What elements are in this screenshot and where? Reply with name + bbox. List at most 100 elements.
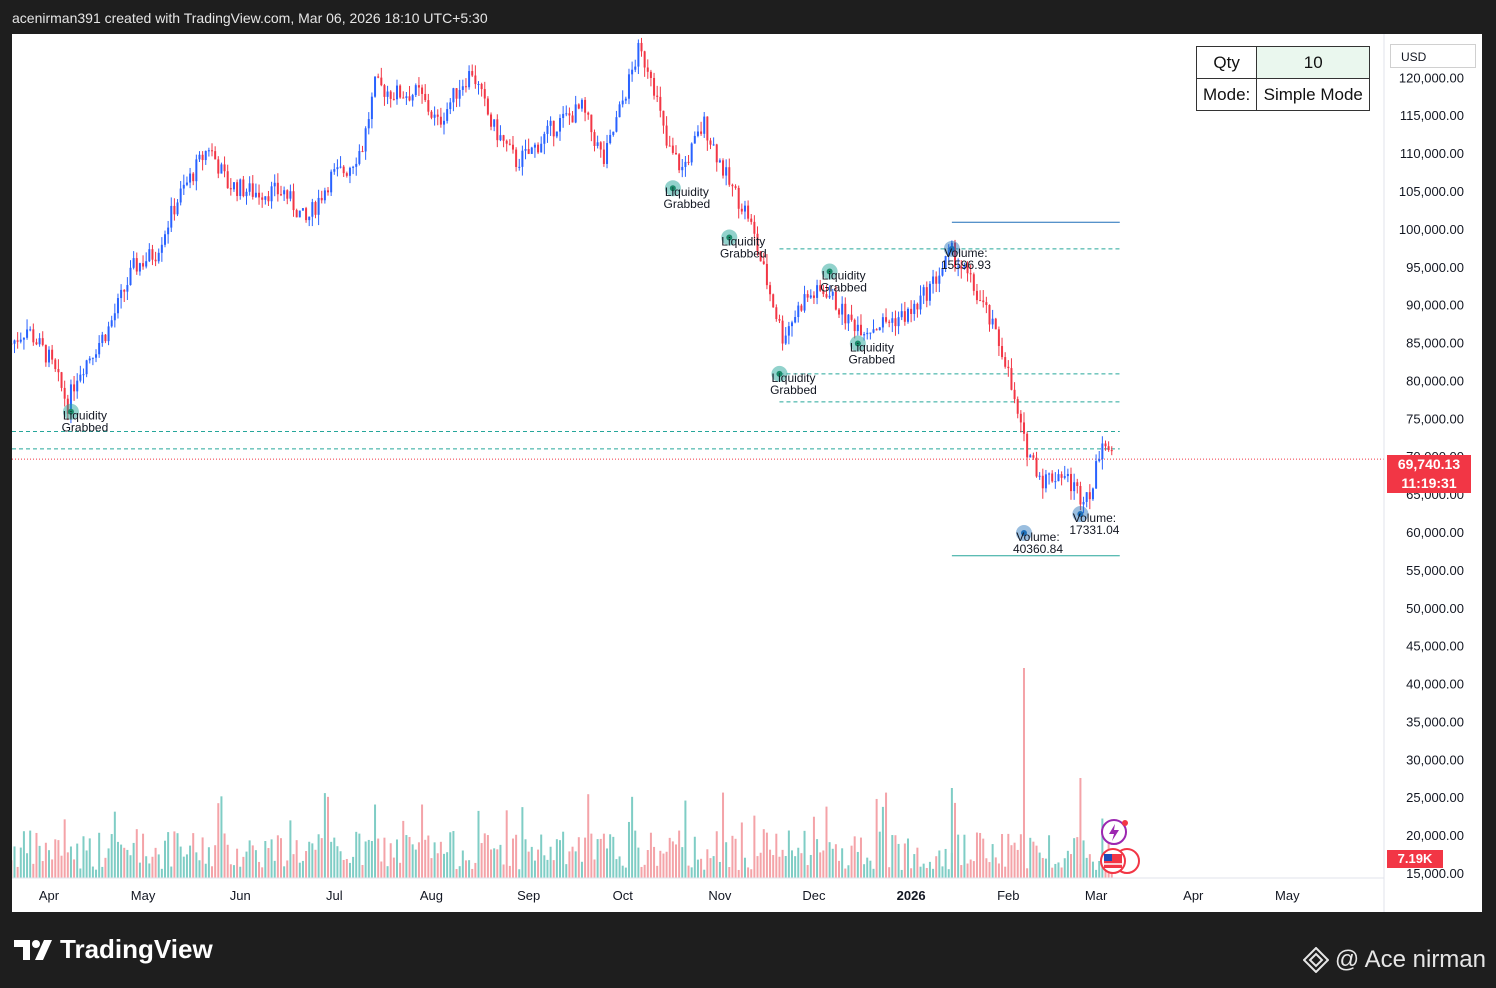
y-tick-label: 100,000.00 [1399,222,1464,237]
candle-body [405,96,408,98]
candle-body [875,329,878,331]
candle-body [389,91,392,99]
flag-events-icon[interactable] [1098,846,1146,876]
candle-body [486,98,489,115]
candle-body [41,338,44,345]
candle-body [301,208,304,211]
candle-body [1016,399,1019,414]
volume-bar [612,836,615,878]
candle-body [414,85,417,96]
volume-bar [812,816,815,878]
candle-body [537,144,540,153]
qty-label: Qty [1195,46,1258,79]
candle-body [330,171,333,193]
volume-bar [151,856,154,878]
volume-bar [681,847,684,878]
volume-bar [928,861,931,878]
volume-bar [1091,861,1094,878]
chart-panel[interactable]: Liquidity Grabbed Liquidity Grabbed Liquidit… [12,34,1482,912]
volume-bar [938,850,941,878]
candle-body [107,326,110,342]
candle-body [700,131,703,134]
candle-body [101,334,104,343]
volume-bar [13,846,16,878]
candle-body [120,289,123,299]
volume-bar [875,798,878,878]
candle-body [142,263,145,267]
volume-bar [248,840,251,878]
volume-bar [765,832,768,878]
candle-body [722,160,725,176]
candle-body [232,182,235,190]
candle-body [584,99,587,113]
candle-body [954,242,957,267]
candle-body [1035,457,1038,477]
y-tick-label: 115,000.00 [1400,108,1464,123]
volume-bar [160,868,163,878]
volume-bar [1016,849,1019,878]
volume-bar [1010,845,1013,878]
candle-body [98,342,101,355]
candle-body [552,120,555,137]
volume-bar [383,837,386,878]
candle-body [606,143,609,164]
candle-body [395,85,398,100]
volume-bar [239,866,242,878]
tradingview-brand-text: TradingView [60,934,213,964]
candle-body [123,289,126,292]
volume-bar [358,833,361,878]
candle-body [176,202,179,215]
volume-bar [762,829,765,878]
volume-bar [35,832,38,878]
qty-value[interactable]: 10 [1256,46,1371,79]
candle-body [258,192,261,198]
volume-bar [254,850,257,878]
price-chart[interactable]: LiquidityGrabbedLiquidityGrabbedLiquidit… [12,34,1482,912]
volume-bar [966,863,969,878]
candle-body [367,119,370,129]
volume-bar [897,843,900,878]
annotation-label: 40360.84 [1013,542,1063,556]
volume-bar [292,854,295,878]
tradingview-logo[interactable]: TradingView [14,934,213,965]
candle-body [60,372,63,388]
candle-body [759,251,762,262]
candle-body [88,358,91,361]
volume-bar [138,862,141,878]
candle-body [502,135,505,141]
candle-body [148,249,151,262]
y-tick-label: 50,000.00 [1406,601,1464,616]
candle-body [361,151,364,153]
volume-bar [866,857,869,878]
annotation-label: Liquidity [721,234,765,248]
currency-label[interactable]: USD [1390,44,1476,68]
volume-bar [301,860,304,878]
volume-bar [361,865,364,878]
volume-bar [408,836,411,878]
lightning-icon[interactable] [1100,818,1132,850]
volume-bar [725,842,728,878]
candle-body [427,100,430,112]
candle-body [612,131,615,135]
volume-bar [267,848,270,878]
volume-bar [1026,868,1029,878]
candle-body [881,317,884,328]
volume-bar [590,833,593,878]
volume-bar [1019,834,1022,878]
candle-body [631,69,634,75]
volume-bar [960,865,963,878]
mode-value[interactable]: Simple Mode [1256,78,1371,111]
candle-body [430,111,433,118]
candle-body [239,179,242,196]
candle-body [276,182,279,195]
volume-bar [490,849,493,878]
volume-bar [455,869,458,878]
candle-body [19,339,22,342]
candle-body [725,167,728,176]
volume-bar [1085,857,1088,878]
candle-body [126,285,129,292]
volume-bar [468,860,471,878]
volume-bar [135,829,138,878]
y-tick-label: 20,000.00 [1406,828,1464,843]
candle-body [1104,443,1107,447]
